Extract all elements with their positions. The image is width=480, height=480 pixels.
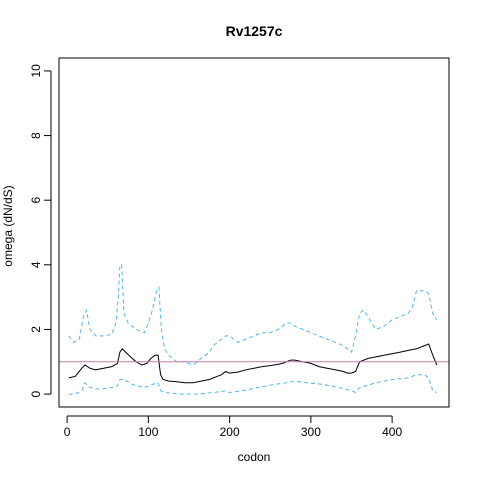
- y-tick-label: 10: [29, 64, 43, 78]
- x-axis-label: codon: [238, 450, 271, 464]
- y-axis-label: omega (dN/dS): [1, 185, 15, 266]
- x-tick-label: 100: [138, 425, 158, 439]
- y-tick-label: 6: [29, 197, 43, 204]
- x-tick-label: 200: [220, 425, 240, 439]
- chart-title: Rv1257c: [226, 23, 283, 39]
- lower-ci-line: [68, 374, 437, 395]
- x-axis: 0 100 200 300 400: [64, 415, 402, 439]
- plot-frame: [58, 57, 450, 408]
- x-tick-label: 300: [301, 425, 321, 439]
- y-tick-label: 4: [29, 261, 43, 268]
- x-tick-label: 0: [64, 425, 71, 439]
- plot-area: [58, 57, 450, 408]
- mean-line: [68, 343, 438, 384]
- upper-ci-line: [68, 264, 438, 366]
- y-tick-label: 8: [29, 132, 43, 139]
- x-tick-label: 400: [382, 425, 402, 439]
- y-tick-label: 0: [29, 390, 43, 397]
- y-axis: 0 2 4 6 8 10: [29, 64, 52, 397]
- y-tick-label: 2: [29, 326, 43, 333]
